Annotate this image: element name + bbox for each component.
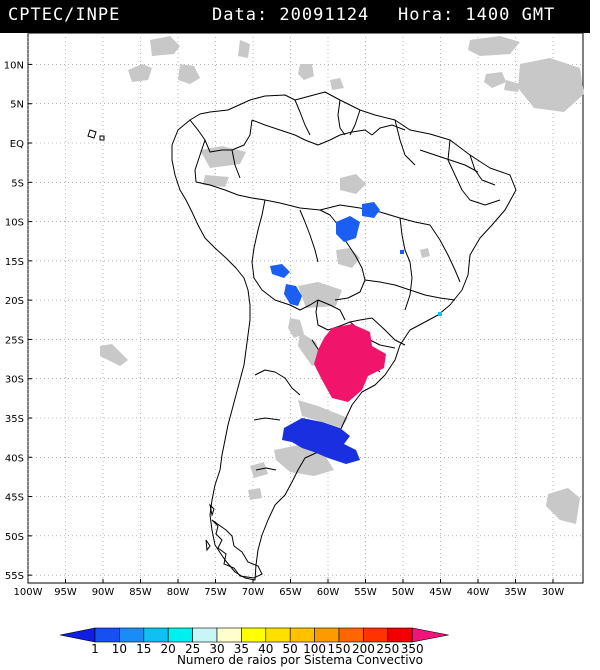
legend-color-box	[241, 627, 267, 643]
lat-tick-label: 20S	[5, 296, 24, 307]
time-label: Hora: 1400 GMT	[398, 5, 556, 25]
lat-tick-label: EQ	[10, 139, 24, 150]
lon-tick-label: 75W	[204, 587, 227, 598]
lon-tick-label: 95W	[54, 587, 77, 598]
lon-tick-label: 60W	[317, 587, 340, 598]
lat-tick-label: 25S	[5, 335, 24, 346]
legend-label: 100	[303, 642, 326, 654]
map-frame	[27, 32, 584, 584]
legend-color-box	[143, 627, 169, 643]
legend-color-box	[192, 627, 218, 643]
longitude-labels: 100W 95W 90W 85W 80W 75W 70W 65W 60W 55W 50W 45W 40W…	[14, 587, 565, 598]
lon-tick-label: 100W	[14, 587, 43, 598]
convective-system-blue-1	[362, 202, 380, 218]
lon-tick-label: 55W	[354, 587, 377, 598]
convective-system-blue-4	[284, 284, 302, 306]
lat-tick-label: 30S	[5, 375, 24, 386]
lon-tick-label: 50W	[392, 587, 415, 598]
legend-color-box	[59, 627, 96, 643]
cloud-cover	[100, 36, 584, 524]
legend-color-boxes	[59, 627, 449, 643]
source-label: CPTEC/INPE	[8, 5, 121, 25]
lat-tick-label: 40S	[5, 453, 24, 464]
date-label: Data: 20091124	[212, 5, 370, 25]
convective-system-blue-5	[400, 250, 404, 254]
legend-labels: 1 10 15 20 25 30 35 40 50 100 150 200 250 350	[91, 642, 423, 654]
color-legend: 1 10 15 20 25 30 35 40 50 100 150 200 250 350	[59, 627, 449, 654]
lat-tick-label: 50S	[5, 532, 24, 543]
lat-tick-label: 10S	[5, 218, 24, 229]
country-borders	[171, 91, 517, 581]
legend-color-box	[314, 627, 340, 643]
legend-label: 350	[401, 642, 424, 654]
lon-tick-label: 40W	[467, 587, 490, 598]
legend-color-box	[363, 627, 389, 643]
lat-tick-label: 5S	[11, 178, 24, 189]
legend-label: 50	[283, 642, 298, 654]
convective-system-blue-south	[282, 418, 360, 464]
legend-label: 15	[136, 642, 151, 654]
legend-label: 1	[91, 642, 99, 654]
lat-tick-label: 5N	[10, 100, 24, 111]
legend-color-box	[411, 627, 449, 643]
lat-tick-label: 10N	[4, 60, 24, 71]
legend-label: 20	[161, 642, 176, 654]
lon-tick-label: 85W	[129, 587, 152, 598]
legend-color-box	[289, 627, 315, 643]
legend-color-box	[94, 627, 120, 643]
lat-tick-label: 35S	[5, 414, 24, 425]
convective-system-cyan	[438, 312, 442, 316]
lon-tick-label: 90W	[92, 587, 115, 598]
lat-tick-label: 55S	[5, 571, 24, 582]
convective-systems	[270, 202, 442, 464]
legend-label: 25	[185, 642, 200, 654]
legend-color-box	[119, 627, 145, 643]
legend-label: 150	[328, 642, 351, 654]
lat-tick-label: 45S	[5, 493, 24, 504]
legend-color-box	[216, 627, 242, 643]
lightning-map: 10N5NEQ5S10S15S20S25S30S35S40S45S50S55S …	[4, 32, 584, 598]
legend-label: 250	[376, 642, 399, 654]
convective-system-red	[314, 324, 386, 402]
legend-color-box	[167, 627, 193, 643]
lon-tick-label: 45W	[429, 587, 452, 598]
southern-islands	[87, 129, 263, 579]
lon-tick-label: 65W	[279, 587, 302, 598]
latitude-labels: 10N 5N EQ 5S 10S 15S 20S 25S 30S 35S 40S 45S 50S 55S	[4, 60, 24, 582]
legend-label: 30	[209, 642, 224, 654]
lon-tick-label: 30W	[542, 587, 565, 598]
lat-tick-label: 15S	[5, 257, 24, 268]
legend-color-box	[338, 627, 364, 643]
graticule	[27, 33, 583, 583]
legend-label: 10	[112, 642, 127, 654]
legend-color-box	[265, 627, 291, 643]
legend-label: 40	[258, 642, 273, 654]
legend-label: 200	[352, 642, 375, 654]
lon-tick-label: 35W	[504, 587, 527, 598]
convective-system-blue-3	[270, 264, 290, 278]
legend-label: 35	[234, 642, 249, 654]
legend-caption: Numero de raios por Sistema Convectivo	[176, 653, 424, 667]
lon-tick-label: 80W	[167, 587, 190, 598]
header-bar: CPTEC/INPE Data: 20091124 Hora: 1400 GMT	[0, 0, 590, 33]
convective-system-blue-2	[336, 216, 360, 242]
lon-tick-label: 70W	[242, 587, 265, 598]
legend-color-box	[387, 627, 413, 643]
